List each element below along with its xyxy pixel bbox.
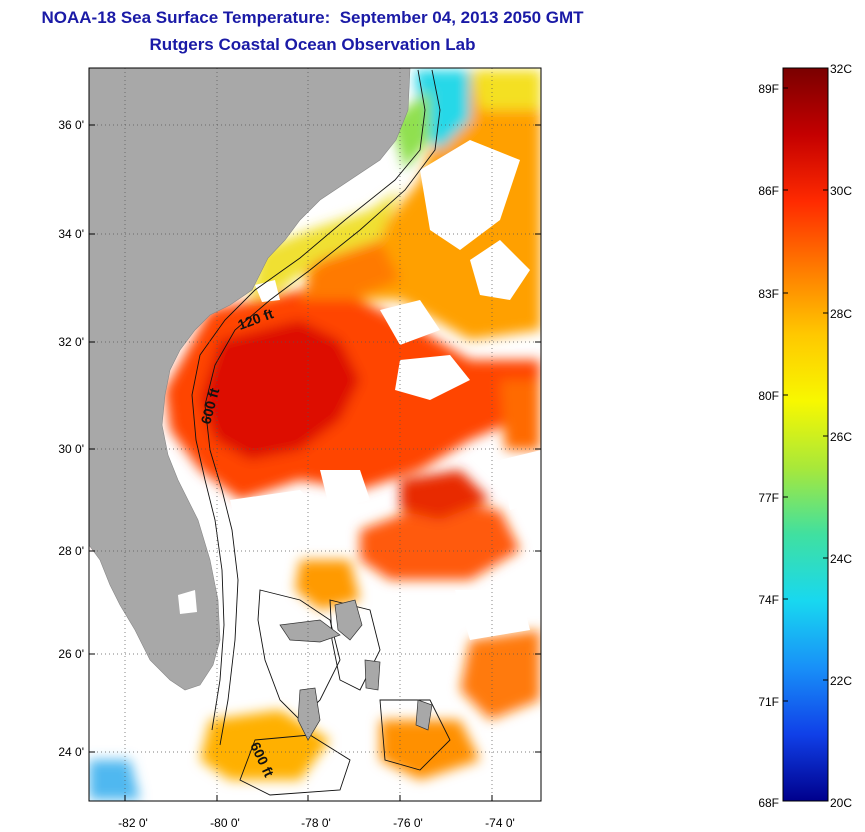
bahamas-islands [279, 599, 433, 741]
colorbar-label-68f: 68F [758, 796, 779, 810]
colorbar-label-71f: 71F [758, 695, 779, 709]
colorbar-label-83f: 83F [758, 287, 779, 301]
map-subtitle: Rutgers Coastal Ocean Observation Lab [149, 35, 476, 54]
colorbar-label-74f: 74F [758, 593, 779, 607]
colorbar-label-86f: 86F [758, 184, 779, 198]
colorbar-label-28c: 28C [830, 307, 853, 321]
map-panel: 120 ft 600 ft 600 ft [89, 68, 541, 801]
colorbar-label-20c: 20C [830, 796, 853, 810]
lat-label-32: 32 0' [58, 335, 84, 349]
colorbar-label-80f: 80F [758, 389, 779, 403]
graticule [89, 68, 541, 801]
land-mass [89, 68, 411, 691]
lon-label-76: -76 0' [393, 816, 423, 830]
colorbar-label-24c: 24C [830, 552, 853, 566]
colorbar-label-30c: 30C [830, 184, 853, 198]
bathymetry-contours [191, 69, 451, 796]
colorbar [782, 67, 829, 802]
lat-label-24: 24 0' [58, 745, 84, 759]
lat-label-30: 30 0' [58, 442, 84, 456]
map-title: NOAA-18 Sea Surface Temperature: Septemb… [41, 8, 584, 27]
colorbar-label-77f: 77F [758, 491, 779, 505]
colorbar-label-89f: 89F [758, 82, 779, 96]
colorbar-label-32c: 32C [830, 62, 853, 76]
lat-label-28: 28 0' [58, 544, 84, 558]
lon-label-82: -82 0' [118, 816, 148, 830]
map-frame [88, 67, 542, 802]
cloud-mask [230, 140, 541, 640]
lon-label-80: -80 0' [210, 816, 240, 830]
lat-label-34: 34 0' [58, 227, 84, 241]
colorbar-ticks [783, 87, 828, 702]
lat-label-36: 36 0' [58, 118, 84, 132]
colorbar-label-22c: 22C [830, 674, 853, 688]
axis-ticks [89, 124, 541, 801]
lon-label-78: -78 0' [301, 816, 331, 830]
colorbar-label-26c: 26C [830, 430, 853, 444]
lon-label-74: -74 0' [485, 816, 515, 830]
lat-label-26: 26 0' [58, 647, 84, 661]
